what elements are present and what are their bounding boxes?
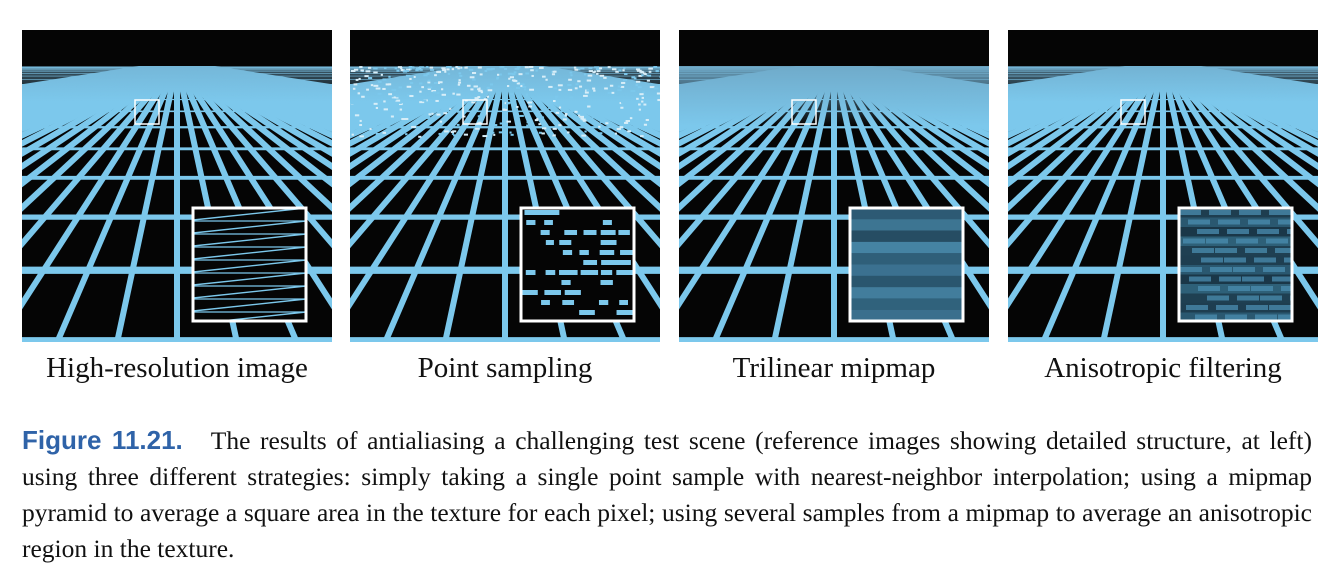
label-anisotropic-filtering: Anisotropic filtering (1044, 352, 1282, 384)
figure-number: Figure 11.21. (22, 425, 183, 455)
trilinear-mipmap-image (679, 30, 989, 342)
figure-panels (22, 30, 1318, 342)
point-sampling-image (350, 30, 660, 342)
panel-point-sampling (350, 30, 660, 342)
label-point-sampling: Point sampling (417, 352, 593, 384)
label-high-resolution: High-resolution image (46, 352, 308, 384)
figure-caption: Figure 11.21. The results of antialiasing… (22, 422, 1312, 567)
label-trilinear-mipmap: Trilinear mipmap (732, 352, 936, 384)
caption-text: The results of antialiasing a challengin… (22, 426, 1312, 563)
panel-trilinear-mipmap (679, 30, 989, 342)
panel-anisotropic-filtering (1008, 30, 1318, 342)
anisotropic-filtering-image (1008, 30, 1318, 342)
panel-high-resolution (22, 30, 332, 342)
high-resolution-image (22, 30, 332, 342)
